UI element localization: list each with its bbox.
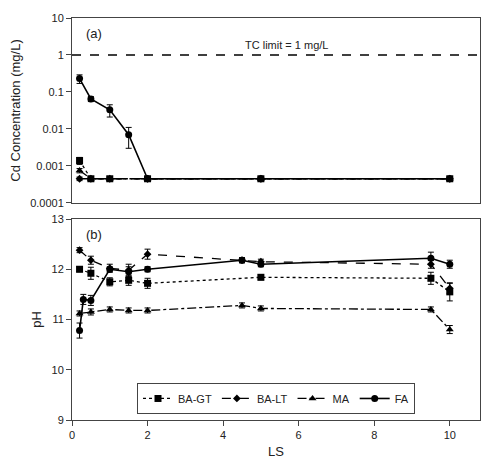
svg-text:BA-GT: BA-GT — [178, 393, 212, 405]
svg-text:LS: LS — [268, 444, 284, 459]
svg-text:8: 8 — [371, 429, 377, 441]
svg-text:FA: FA — [395, 393, 409, 405]
svg-text:11: 11 — [52, 313, 63, 325]
svg-text:0.001: 0.001 — [36, 160, 64, 172]
svg-text:(a): (a) — [86, 26, 102, 41]
svg-text:(b): (b) — [86, 227, 102, 242]
svg-text:TC limit = 1 mg/L: TC limit = 1 mg/L — [245, 39, 328, 51]
svg-text:13: 13 — [52, 213, 64, 225]
svg-text:4: 4 — [220, 429, 226, 441]
svg-text:0.1: 0.1 — [49, 86, 64, 98]
svg-text:10: 10 — [52, 364, 64, 376]
svg-text:Cd Concentration (mg/L): Cd Concentration (mg/L) — [8, 39, 23, 181]
svg-text:0: 0 — [69, 429, 75, 441]
svg-text:2: 2 — [144, 429, 150, 441]
svg-text:0.0001: 0.0001 — [30, 197, 64, 209]
svg-text:1: 1 — [58, 49, 64, 61]
svg-text:9: 9 — [58, 414, 64, 426]
svg-text:BA-LT: BA-LT — [257, 393, 288, 405]
svg-text:12: 12 — [52, 263, 64, 275]
svg-text:6: 6 — [296, 429, 302, 441]
svg-text:MA: MA — [333, 393, 350, 405]
svg-text:10: 10 — [52, 12, 64, 24]
svg-text:10: 10 — [444, 429, 456, 441]
svg-text:0.01: 0.01 — [42, 123, 63, 135]
svg-text:pH: pH — [29, 311, 44, 328]
